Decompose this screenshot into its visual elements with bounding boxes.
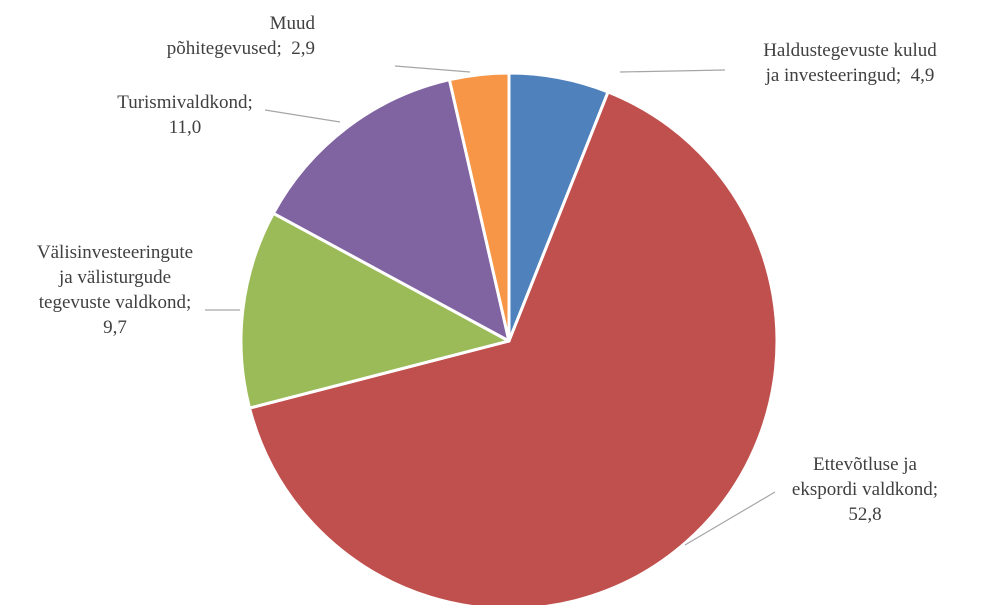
slice-label-line: ekspordi valdkond;	[792, 479, 938, 500]
slice-label-line: ja investeeringud; 4,9	[765, 65, 935, 86]
pie-slice-4	[447, 71, 511, 343]
slice-label-3: Turismivaldkond; 11,0	[117, 92, 253, 138]
pie-slice-1	[248, 90, 779, 605]
pie-slices	[239, 71, 779, 605]
slice-label-line: Välisinvesteeringute	[37, 242, 193, 263]
slice-labels: Haldustegevuste kulud ja investeeringud; …	[37, 13, 938, 525]
slice-label-1: Ettevõtluse ja ekspordi valdkond; 52,8	[792, 454, 938, 525]
leader-line-3	[264, 109, 341, 123]
leader-line-1	[684, 491, 776, 546]
slice-label-line: 52,8	[848, 504, 881, 525]
slice-label-line: Turismivaldkond;	[117, 92, 253, 113]
leader-lines	[205, 65, 776, 546]
slice-label-line: ja välisturgude	[58, 267, 171, 288]
slice-label-line: 11,0	[169, 117, 202, 138]
slice-label-line: Haldustegevuste kulud	[763, 40, 937, 61]
leader-line-0	[619, 69, 726, 73]
slice-label-4: Muud põhitegevused; 2,9	[167, 13, 316, 59]
pie-slice-2	[239, 211, 511, 410]
slice-label-0: Haldustegevuste kulud ja investeeringud; …	[763, 40, 937, 86]
slice-label-2: Välisinvesteeringute ja välisturgude tegev…	[37, 242, 193, 338]
slice-label-line: põhitegevused; 2,9	[167, 38, 315, 59]
slice-label-line: tegevuste valdkond;	[39, 292, 192, 313]
pie-slice-3	[271, 78, 511, 343]
slice-label-line: Muud	[270, 13, 316, 34]
slice-label-line: Ettevõtluse ja	[813, 454, 918, 475]
slice-label-line: 9,7	[103, 317, 127, 338]
leader-line-4	[394, 65, 471, 73]
